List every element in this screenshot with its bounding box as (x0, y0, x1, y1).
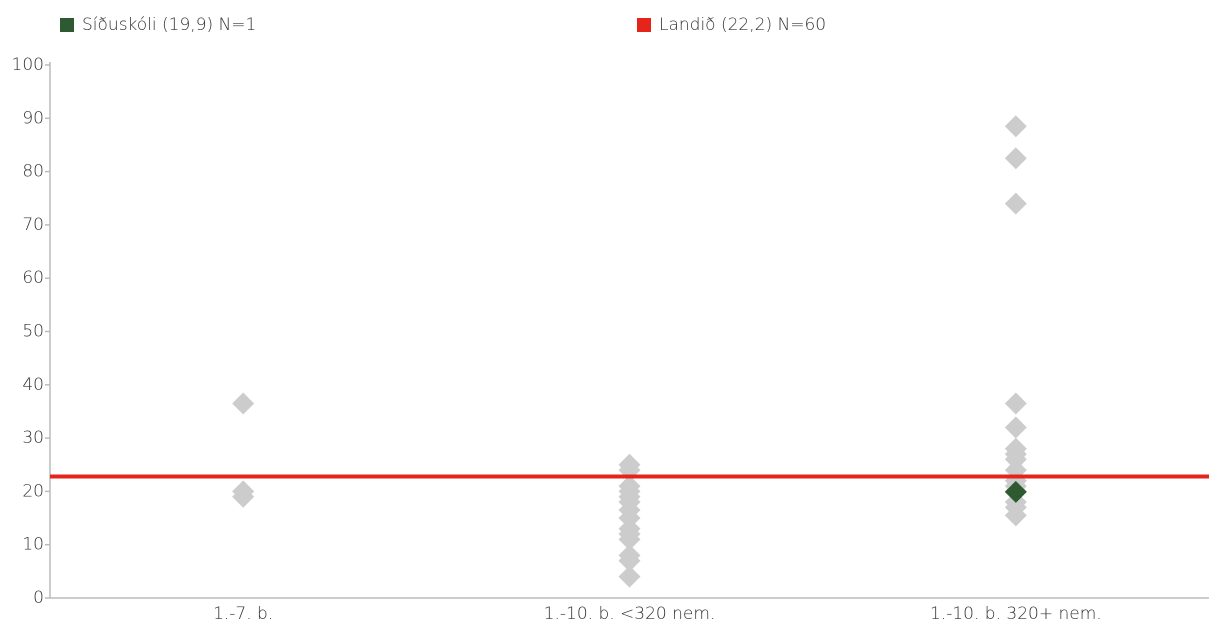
y-tick-label: 90 (22, 108, 44, 128)
y-tick-label: 100 (12, 55, 44, 75)
y-tick-label: 10 (22, 535, 44, 555)
legend-swatch (60, 18, 74, 32)
point (618, 528, 641, 551)
point (1004, 192, 1027, 215)
point (618, 549, 641, 572)
y-tick-label: 70 (22, 215, 44, 235)
point (618, 565, 641, 588)
point (1004, 147, 1027, 170)
y-tick-label: 60 (22, 268, 44, 288)
x-tick-label: 1.-7. b. (213, 604, 273, 624)
point (1004, 480, 1027, 503)
point (1004, 392, 1027, 415)
legend-label: Síðuskóli (19,9) N=1 (82, 15, 256, 35)
y-tick-label: 80 (22, 162, 44, 182)
point (1004, 115, 1027, 138)
y-tick-label: 30 (22, 428, 44, 448)
x-tick-label: 1.-10. b. <320 nem. (544, 604, 716, 624)
y-tick-label: 50 (22, 322, 44, 342)
x-tick-label: 1.-10. b. 320+ nem. (930, 604, 1102, 624)
y-tick-label: 40 (22, 375, 44, 395)
legend-label: Landið (22,2) N=60 (659, 15, 826, 35)
legend-swatch (637, 18, 651, 32)
point (1004, 504, 1027, 527)
y-tick-label: 0 (33, 588, 44, 608)
point (232, 485, 255, 508)
point (232, 392, 255, 415)
point (1004, 416, 1027, 439)
y-tick-label: 20 (22, 481, 44, 501)
